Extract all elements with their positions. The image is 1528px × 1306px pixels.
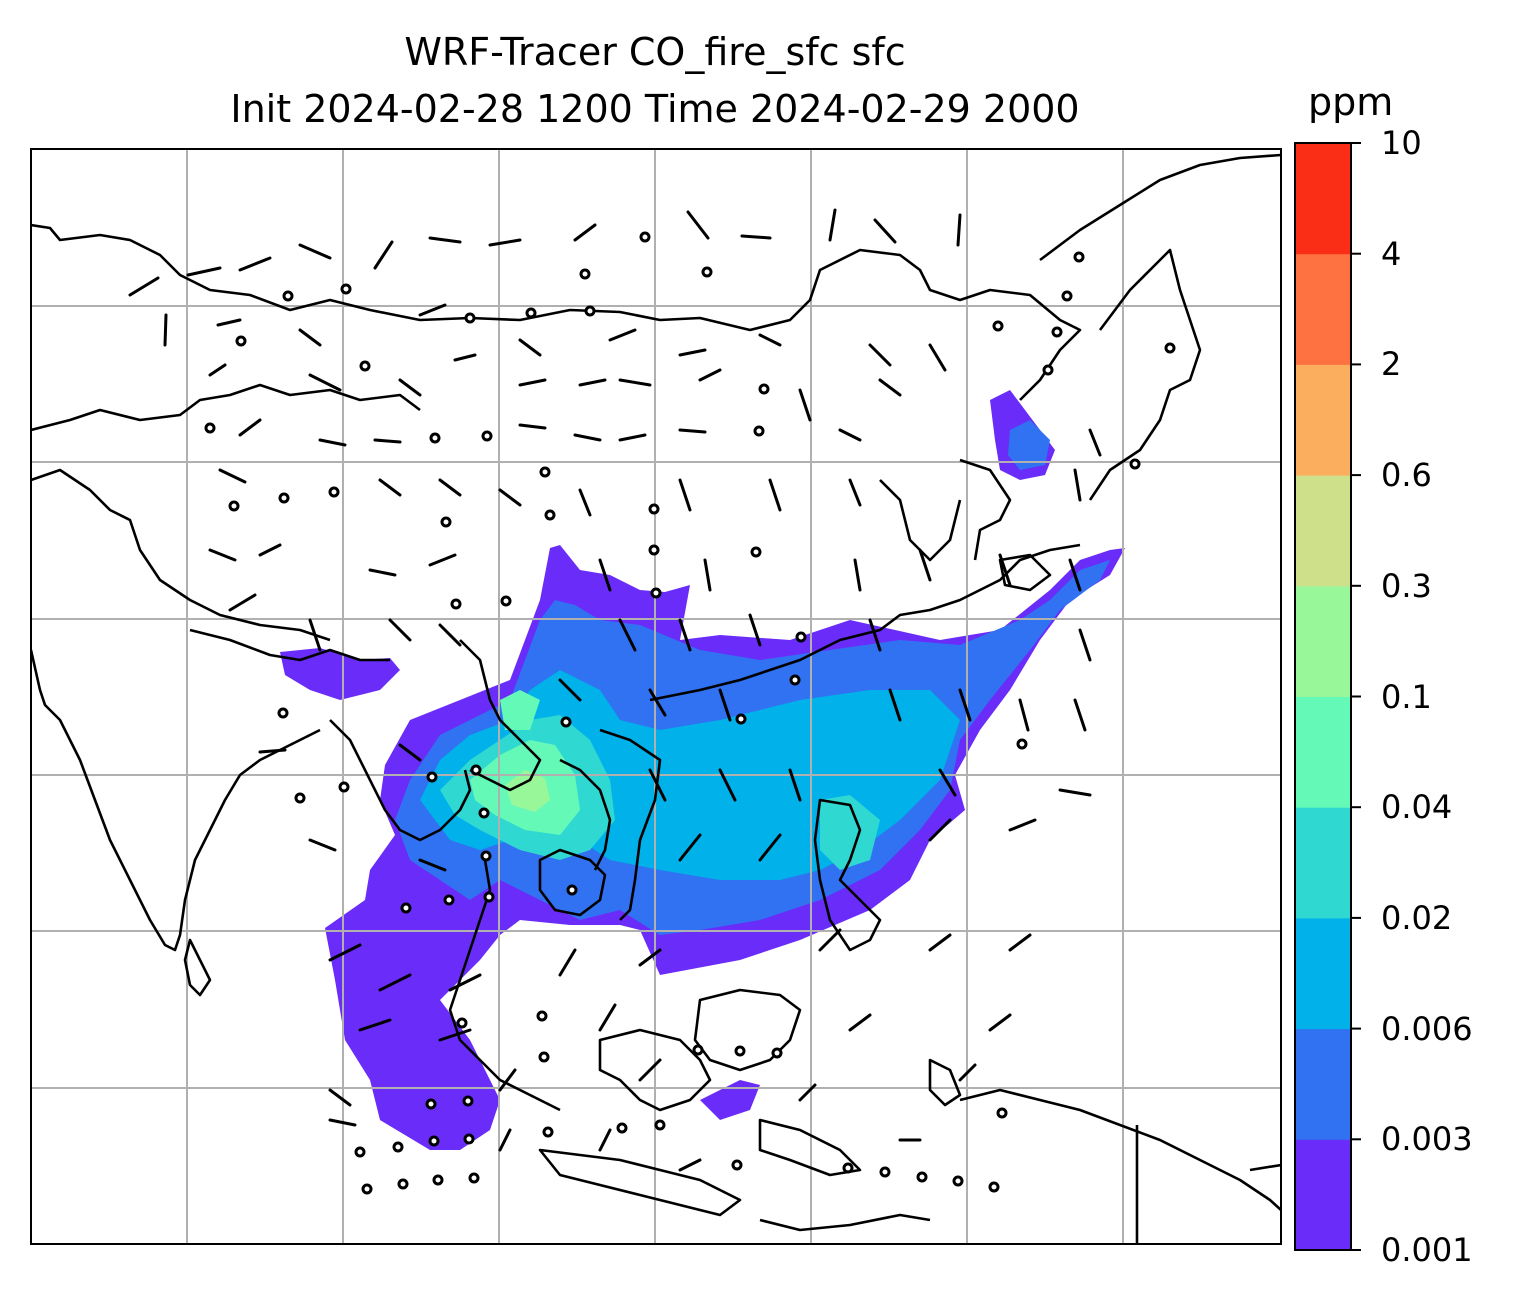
colorbar-frame xyxy=(1294,142,1352,1251)
colorbar-tick-label: 4 xyxy=(1381,234,1402,273)
colorbar-segment xyxy=(1295,143,1351,255)
colorbar-tick-label: 2 xyxy=(1381,345,1402,384)
colorbar-tick-label: 0.6 xyxy=(1381,456,1432,495)
colorbar-tick-label: 0.001 xyxy=(1381,1231,1473,1269)
plume-level-4b xyxy=(500,690,540,730)
colorbar-tick-label: 0.1 xyxy=(1381,677,1432,716)
colorbar-segment xyxy=(1295,917,1351,1030)
colorbar-tick-label: 0.02 xyxy=(1381,898,1453,937)
colorbar-tick-label: 0.3 xyxy=(1381,566,1432,605)
colorbar-segment xyxy=(1295,1139,1351,1251)
calm-wind-markers xyxy=(204,231,1176,1195)
colorbar-segment xyxy=(1295,475,1351,587)
colorbar-segment xyxy=(1295,807,1351,919)
wind-barbs xyxy=(128,208,1102,1172)
colorbar xyxy=(1295,142,1361,1251)
colorbar-segment xyxy=(1295,1028,1351,1140)
colorbar-segment xyxy=(1295,253,1351,365)
colorbar-unit-label: ppm xyxy=(1308,80,1394,124)
colorbar-tick-label: 10 xyxy=(1381,124,1422,162)
coastlines-and-borders xyxy=(31,153,1281,1244)
colorbar-tick-label: 0.04 xyxy=(1381,788,1453,827)
plume-level-5 xyxy=(505,770,550,812)
colorbar-segment xyxy=(1295,364,1351,476)
map-frame xyxy=(30,148,1282,1245)
plume-level-3b xyxy=(820,795,880,870)
plume-level-1b xyxy=(1008,420,1050,470)
colorbar-segment xyxy=(1295,585,1351,697)
plume-level-0d xyxy=(700,1080,760,1120)
map-title-line-2: Init 2024-02-28 1200 Time 2024-02-29 200… xyxy=(230,87,1080,131)
colorbar-segment xyxy=(1295,696,1351,808)
colorbar-tick-label: 0.006 xyxy=(1381,1009,1473,1048)
colorbar-tick-label: 0.003 xyxy=(1381,1120,1473,1159)
map-title-line-1: WRF-Tracer CO_fire_sfc sfc xyxy=(404,30,906,74)
